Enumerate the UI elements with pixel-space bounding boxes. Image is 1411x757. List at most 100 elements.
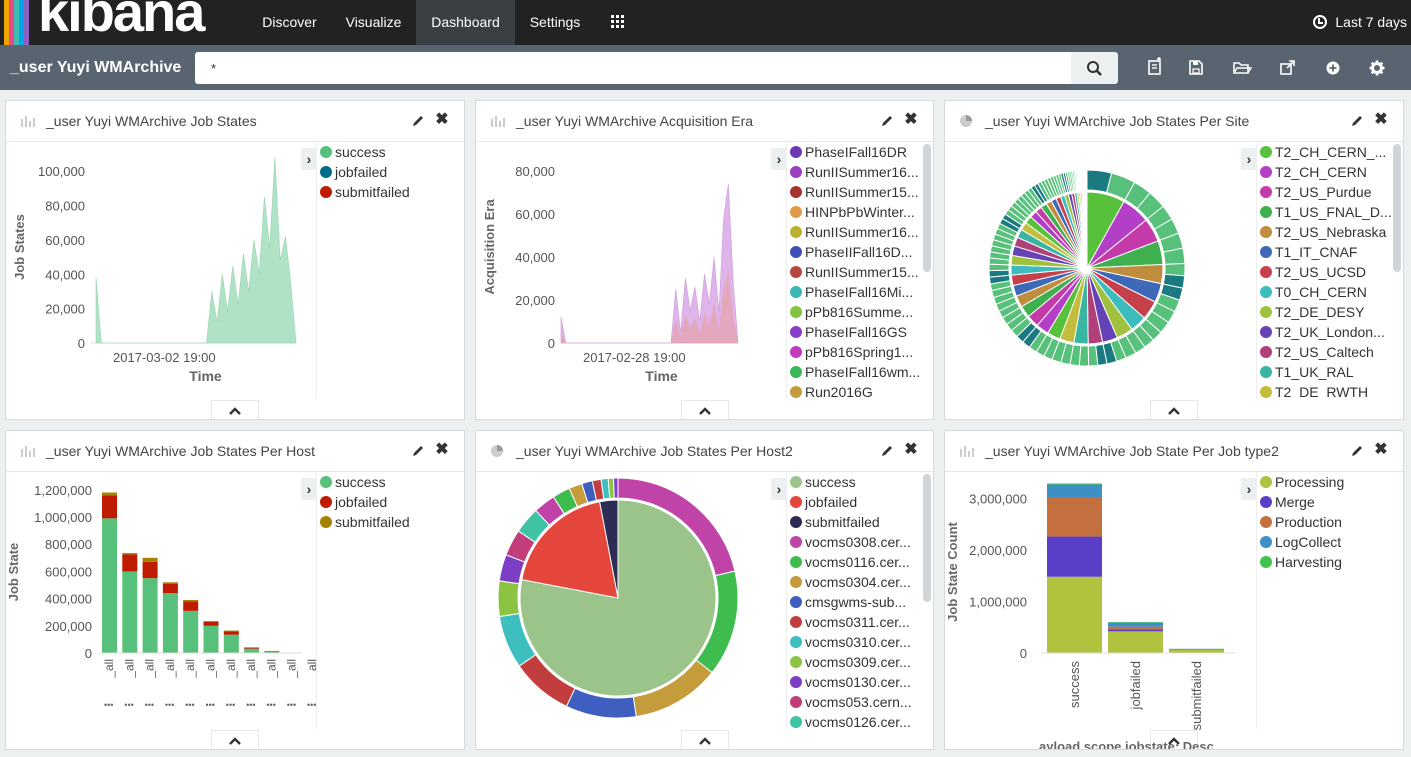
pencil-icon[interactable]: [410, 113, 426, 129]
legend-item[interactable]: T2_DE_RWTH: [1257, 382, 1403, 399]
search-button[interactable]: [1071, 52, 1118, 84]
legend-item[interactable]: T1_IT_CNAF: [1257, 242, 1403, 262]
tab-discover[interactable]: Discover: [262, 14, 317, 30]
legend-item[interactable]: PhaseIFall16DR: [787, 142, 933, 162]
legend-item[interactable]: vocms0309.cer...: [787, 652, 933, 672]
legend-item[interactable]: vocms0311.cer...: [787, 612, 933, 632]
legend-item[interactable]: Run2016G: [787, 382, 933, 399]
grid-icon[interactable]: [600, 0, 636, 45]
collapse-toggle[interactable]: [1150, 400, 1198, 419]
legend-item[interactable]: vocms053.cern...: [787, 692, 933, 712]
time-picker[interactable]: Last 7 days: [1313, 0, 1407, 45]
legend-item[interactable]: T2_US_Caltech: [1257, 342, 1403, 362]
bar-segment: [264, 651, 280, 653]
legend-toggle-icon[interactable]: ›: [1241, 478, 1257, 500]
legend-item[interactable]: T2_CH_CERN_...: [1257, 142, 1403, 162]
legend-item[interactable]: T1_US_FNAL_D...: [1257, 202, 1403, 222]
legend-item[interactable]: success: [317, 472, 464, 492]
collapse-toggle[interactable]: [1150, 730, 1198, 749]
kibana-logo[interactable]: kibana: [0, 0, 247, 45]
legend-item[interactable]: T2_CH_CERN: [1257, 162, 1403, 182]
legend-item[interactable]: vocms0116.cer...: [787, 552, 933, 572]
legend-dot: [790, 246, 802, 258]
search-input[interactable]: [195, 52, 1071, 84]
legend-dot: [790, 656, 802, 668]
legend-item[interactable]: T2_US_Nebraska: [1257, 222, 1403, 242]
legend-item[interactable]: T0_CH_CERN: [1257, 282, 1403, 302]
legend-item[interactable]: Merge: [1257, 492, 1403, 512]
legend-toggle-icon[interactable]: ›: [301, 148, 317, 170]
collapse-toggle[interactable]: [211, 730, 259, 749]
legend-item[interactable]: vocms0310.cer...: [787, 632, 933, 652]
legend-item[interactable]: T2_UK_London...: [1257, 322, 1403, 342]
legend-item[interactable]: vocms0308.cer...: [787, 532, 933, 552]
legend-item[interactable]: success: [787, 472, 933, 492]
x-tick-label: submitfailed: [1189, 661, 1204, 730]
legend-item[interactable]: pPb816Summe...: [787, 302, 933, 322]
pencil-icon[interactable]: [1349, 113, 1365, 129]
tab-dashboard[interactable]: Dashboard: [416, 0, 515, 45]
close-icon[interactable]: ✖: [1374, 111, 1388, 128]
legend-item[interactable]: jobfailed: [787, 492, 933, 512]
pencil-icon[interactable]: [879, 443, 895, 459]
legend-item[interactable]: Production: [1257, 512, 1403, 532]
legend-item[interactable]: RunIISummer16...: [787, 162, 933, 182]
close-icon[interactable]: ✖: [435, 111, 449, 128]
collapse-toggle[interactable]: [681, 730, 729, 749]
legend-item[interactable]: submitfailed: [317, 182, 464, 202]
legend-dot: [790, 516, 802, 528]
legend-toggle-icon[interactable]: ›: [301, 478, 317, 500]
scrollbar[interactable]: [1393, 144, 1401, 272]
legend-item[interactable]: success: [317, 142, 464, 162]
pencil-icon[interactable]: [879, 113, 895, 129]
save-icon[interactable]: [1185, 57, 1207, 79]
collapse-toggle[interactable]: [211, 400, 259, 419]
scrollbar[interactable]: [923, 144, 931, 272]
legend-item[interactable]: PhaseIFall16GS: [787, 322, 933, 342]
legend-item[interactable]: vocms0130.cer...: [787, 672, 933, 692]
chart: 80,000 60,000 40,000 20,000 0 Acquisition Era…: [482, 164, 739, 384]
tab-visualize[interactable]: Visualize: [345, 14, 402, 30]
legend-item[interactable]: cmsgwms-sub...: [787, 592, 933, 612]
scrollbar[interactable]: [923, 474, 931, 602]
legend-item[interactable]: jobfailed: [317, 162, 464, 182]
open-folder-icon[interactable]: [1231, 57, 1253, 79]
gear-icon[interactable]: [1366, 57, 1388, 79]
collapse-toggle[interactable]: [681, 400, 729, 419]
tab-settings[interactable]: Settings: [529, 14, 581, 30]
legend-item[interactable]: RunIISummer15...: [787, 262, 933, 282]
legend-item[interactable]: PhaseIFall16wm...: [787, 362, 933, 382]
bar-segment: [223, 634, 239, 653]
legend-item[interactable]: submitfailed: [787, 512, 933, 532]
legend-item[interactable]: T2_US_Purdue: [1257, 182, 1403, 202]
legend-toggle-icon[interactable]: ›: [1241, 148, 1257, 170]
legend-item[interactable]: T2_US_UCSD: [1257, 262, 1403, 282]
legend-item[interactable]: Processing: [1257, 472, 1403, 492]
legend-item[interactable]: HINPbPbWinter...: [787, 202, 933, 222]
legend-item[interactable]: LogCollect: [1257, 532, 1403, 552]
close-icon[interactable]: ✖: [904, 111, 918, 128]
legend-item[interactable]: RunIISummer16...: [787, 222, 933, 242]
close-icon[interactable]: ✖: [1374, 441, 1388, 458]
legend-item[interactable]: PhaseIIFall16D...: [787, 242, 933, 262]
close-icon[interactable]: ✖: [435, 441, 449, 458]
legend-item[interactable]: T2_DE_DESY: [1257, 302, 1403, 322]
legend-toggle-icon[interactable]: ›: [771, 478, 787, 500]
pencil-icon[interactable]: [410, 443, 426, 459]
pencil-icon[interactable]: [1349, 443, 1365, 459]
chart: 100,000 80,000 60,000 40,000 20,000 0 Job Stat…: [12, 157, 297, 384]
close-icon[interactable]: ✖: [904, 441, 918, 458]
legend-item[interactable]: RunIISummer15...: [787, 182, 933, 202]
legend-toggle-icon[interactable]: ›: [771, 148, 787, 170]
share-icon[interactable]: [1277, 57, 1299, 79]
legend-item[interactable]: submitfailed: [317, 512, 464, 532]
legend-item[interactable]: pPb816Spring1...: [787, 342, 933, 362]
legend-item[interactable]: vocms0126.cer...: [787, 712, 933, 729]
legend-item[interactable]: T1_UK_RAL: [1257, 362, 1403, 382]
legend-item[interactable]: PhaseIFall16Mi...: [787, 282, 933, 302]
new-dashboard-icon[interactable]: [1144, 57, 1166, 79]
add-panel-icon[interactable]: [1322, 57, 1344, 79]
legend-item[interactable]: jobfailed: [317, 492, 464, 512]
legend-item[interactable]: vocms0304.cer...: [787, 572, 933, 592]
legend-item[interactable]: Harvesting: [1257, 552, 1403, 572]
